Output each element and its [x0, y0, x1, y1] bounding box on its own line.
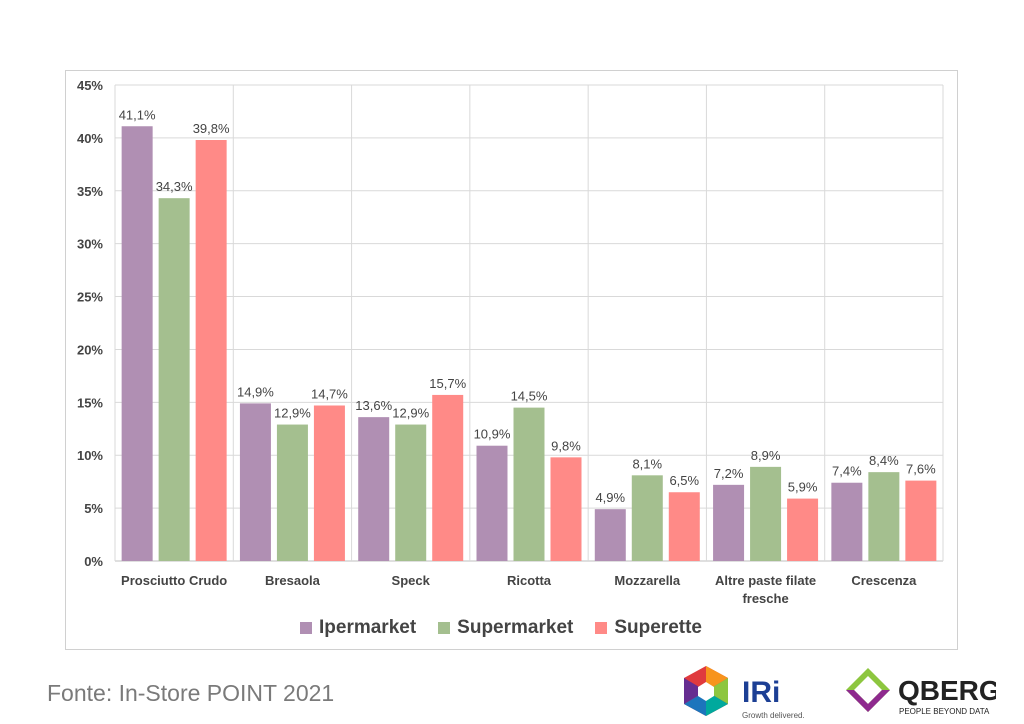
bar-supermarket: [513, 407, 545, 561]
data-label: 8,1%: [632, 456, 662, 471]
bar-ipermarket: [239, 403, 271, 561]
source-caption: Fonte: In-Store POINT 2021: [47, 680, 335, 706]
legend-swatch-superette: [595, 622, 608, 634]
iri-logo-icon: [684, 666, 728, 716]
y-tick-label: 20%: [77, 342, 103, 357]
data-label: 7,4%: [832, 464, 862, 479]
x-tick-label: Prosciutto Crudo: [121, 573, 227, 588]
data-label: 9,8%: [551, 438, 581, 453]
y-tick-label: 15%: [77, 395, 103, 410]
bar-superette: [905, 480, 937, 561]
data-label: 34,3%: [156, 179, 193, 194]
x-tick-label: Altre paste filate: [715, 573, 816, 588]
bar-supermarket: [750, 466, 782, 561]
legend-label-supermarket: Supermarket: [457, 617, 574, 638]
y-tick-label: 5%: [84, 501, 103, 516]
data-label: 7,2%: [714, 466, 744, 481]
x-tick-label: Crescenza: [851, 573, 917, 588]
data-label: 7,6%: [906, 462, 936, 477]
data-label: 10,9%: [474, 427, 511, 442]
data-label: 14,7%: [311, 387, 348, 402]
legend-item-superette: Superette: [595, 617, 702, 639]
iri-logo-text: IRi: [742, 676, 780, 709]
y-tick-label: 25%: [77, 290, 103, 305]
legend-swatch-ipermarket: [300, 622, 312, 634]
bar-supermarket: [868, 472, 900, 561]
qberg-logo-icon: [846, 668, 890, 712]
y-tick-label: 40%: [77, 131, 103, 146]
bar-ipermarket: [713, 484, 745, 561]
bar-supermarket: [276, 424, 308, 561]
legend-swatch-supermarket: [438, 622, 451, 634]
legend-label-superette: Superette: [614, 617, 702, 638]
bar-supermarket: [158, 198, 190, 561]
data-label: 8,9%: [751, 448, 781, 463]
y-tick-label: 0%: [84, 554, 103, 569]
y-tick-label: 30%: [77, 237, 103, 252]
data-label: 41,1%: [119, 107, 156, 122]
bar-ipermarket: [121, 126, 153, 562]
bar-ipermarket: [476, 445, 508, 561]
qberg-logo-text: QBERG: [898, 675, 996, 706]
data-label: 14,5%: [511, 389, 548, 404]
data-label: 6,5%: [669, 473, 699, 488]
bar-supermarket: [631, 475, 663, 561]
data-label: 39,8%: [193, 121, 230, 136]
x-tick-label: fresche: [742, 591, 788, 606]
bar-supermarket: [395, 424, 427, 561]
data-label: 5,9%: [788, 480, 818, 495]
bar-superette: [787, 498, 819, 561]
bar-ipermarket: [831, 482, 863, 561]
data-label: 8,4%: [869, 453, 899, 468]
x-tick-label: Speck: [392, 573, 431, 588]
y-tick-label: 10%: [77, 448, 103, 463]
y-tick-label: 45%: [77, 78, 103, 93]
x-tick-label: Mozzarella: [614, 573, 681, 588]
iri-logo-tagline: Growth delivered.: [742, 711, 805, 720]
legend-item-supermarket: Supermarket: [438, 617, 573, 639]
logos: IRi Growth delivered. QBERG PEOPLE BEYON…: [684, 666, 996, 720]
bar-ipermarket: [358, 417, 390, 561]
legend-label-ipermarket: Ipermarket: [319, 617, 417, 638]
bar-superette: [432, 394, 464, 561]
y-tick-label: 35%: [77, 184, 103, 199]
x-tick-label: Bresaola: [265, 573, 321, 588]
chart-legend: Ipermarket Supermarket Superette: [300, 617, 702, 639]
data-label: 12,9%: [392, 406, 429, 421]
data-label: 14,9%: [237, 384, 274, 399]
qberg-logo-tagline: PEOPLE BEYOND DATA: [899, 707, 990, 716]
bar-superette: [550, 457, 582, 561]
legend-item-ipermarket: Ipermarket: [300, 617, 416, 639]
data-label: 12,9%: [274, 406, 311, 421]
x-tick-label: Ricotta: [507, 573, 552, 588]
bar-ipermarket: [594, 509, 626, 561]
data-label: 15,7%: [429, 376, 466, 391]
bar-superette: [313, 405, 345, 561]
data-label: 4,9%: [595, 490, 625, 505]
bar-superette: [668, 492, 700, 561]
data-label: 13,6%: [355, 398, 392, 413]
bar-superette: [195, 140, 227, 561]
